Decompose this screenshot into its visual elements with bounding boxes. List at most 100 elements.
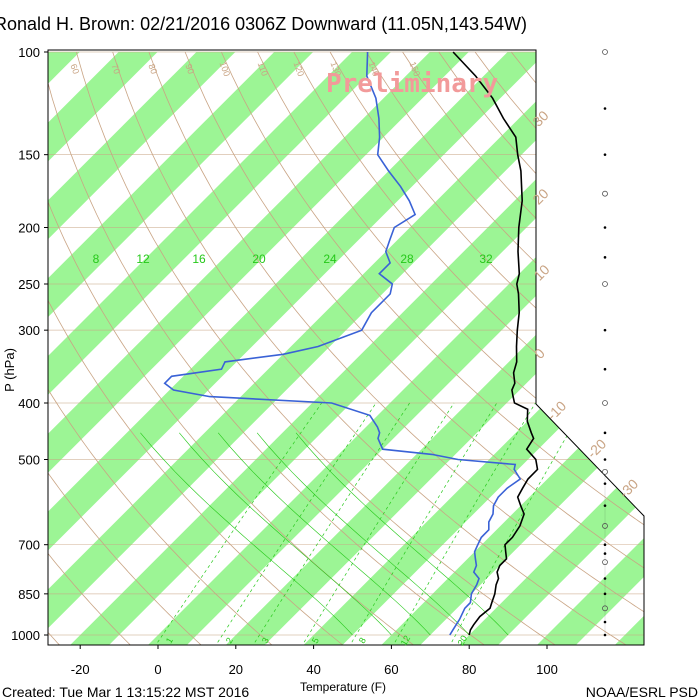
isotherm-band (0, 52, 2, 635)
mixing-ratio-line (348, 402, 498, 645)
dewpoint-series-line (163, 51, 522, 636)
plot-area (0, 51, 700, 647)
wind-marker (603, 458, 607, 461)
isotherm-band (381, 635, 431, 645)
dry-adiabat-label: 60 (68, 63, 81, 76)
mixing-ratio-label: 20 (456, 634, 470, 648)
x-axis-label: Temperature (F) (300, 680, 387, 694)
isotherm-label: 24 (323, 252, 337, 266)
x-tick-label: 100 (536, 662, 558, 677)
mixing-ratio-label: 2 (224, 636, 235, 645)
dry-adiabat (48, 51, 417, 645)
chart-title: Ronald H. Brown: 02/21/2016 0306Z Downwa… (0, 14, 527, 34)
watermark: Preliminary (326, 69, 498, 99)
isotherm-label: 28 (400, 252, 414, 266)
dry-adiabat (221, 51, 644, 645)
y-tick-label: 100 (18, 45, 40, 60)
mixing-ratio-line (214, 402, 377, 645)
isotherm-band (48, 52, 236, 635)
y-tick-label: 500 (18, 452, 40, 467)
mixing-ratio-line (154, 402, 322, 645)
isotherm-band (537, 635, 586, 645)
dry-adiabat (257, 51, 644, 645)
dry-adiabat-label: 100 (218, 60, 233, 78)
isotherm-band (391, 52, 644, 635)
mixing-ratio-line (448, 402, 587, 645)
moist-adiabat (217, 432, 431, 636)
y-axis-label: P (hPa) (2, 348, 17, 392)
isotherm-band (459, 635, 509, 645)
isotherm-label: 12 (136, 252, 150, 266)
wind-marker (603, 552, 607, 555)
mixing-ratio-label: 5 (310, 636, 321, 645)
wind-marker (603, 367, 607, 371)
wind-marker (603, 256, 607, 259)
dry-adiabat-label: 120 (292, 60, 307, 78)
dry-adiabat-label: 130 (329, 60, 344, 78)
wind-calm-marker (602, 49, 608, 55)
y-tick-label: 250 (18, 277, 40, 292)
y-tick-label: 700 (18, 538, 40, 553)
wind-marker (603, 107, 607, 110)
wind-marker (603, 577, 607, 580)
credit-label: NOAA/ESRL PSD (585, 684, 698, 700)
mixing-ratio-label: 12 (399, 634, 413, 648)
isotherm-band (48, 52, 469, 635)
isotherm-label: 32 (479, 252, 493, 266)
isotherm-label: 16 (192, 252, 206, 266)
dry-adiabat-label: 90 (183, 63, 196, 76)
isotherm-band (70, 635, 120, 645)
dry-adiabat (112, 51, 630, 645)
dry-adiabat (48, 51, 275, 645)
isotherm-band (614, 635, 644, 645)
dry-adiabat-label: 140 (367, 60, 382, 78)
isotherm-label: 20 (252, 252, 266, 266)
wind-marker (603, 633, 607, 637)
dry-adiabat (48, 51, 133, 645)
wind-marker (603, 153, 607, 156)
dry-adiabat (148, 51, 644, 645)
dry-adiabat-label: 110 (256, 61, 270, 78)
dry-adiabat-label: 70 (109, 63, 122, 76)
x-tick-label: -20 (71, 662, 90, 677)
dry-adiabat (329, 51, 644, 645)
created-timestamp: Created: Tue Mar 1 13:15:22 MST 2016 (2, 684, 250, 700)
wind-calm-marker (602, 605, 608, 612)
isotherm-band (303, 635, 353, 645)
mixing-ratio-line (300, 402, 455, 645)
dry-adiabat-label: 80 (146, 63, 159, 76)
wind-calm-marker (602, 468, 608, 475)
y-tick-label: 150 (18, 148, 40, 163)
y-tick-label: 1000 (11, 628, 40, 643)
x-tick-label: 0 (154, 662, 161, 677)
wind-marker (603, 482, 607, 485)
wind-marker (603, 592, 607, 596)
temperature-series-line (452, 51, 539, 636)
wind-calm-marker (602, 523, 608, 529)
x-tick-label: 40 (306, 662, 320, 677)
mixing-ratio-label: 1 (164, 636, 175, 645)
wind-marker (603, 226, 607, 229)
dry-adiabat-label: 150 (408, 60, 423, 78)
dry-adiabat (48, 51, 488, 645)
wind-marker (603, 620, 607, 624)
wind-calm-marker (602, 559, 608, 566)
wind-marker (603, 431, 607, 435)
wind-marker (603, 543, 607, 546)
x-tick-label: 60 (384, 662, 398, 677)
dry-adiabat (48, 51, 346, 645)
y-tick-label: 400 (18, 396, 40, 411)
y-tick-label: 850 (18, 587, 40, 602)
dry-adiabat (48, 51, 204, 645)
isotherm-band (48, 52, 314, 635)
wind-marker (603, 504, 607, 507)
wind-calm-marker (602, 281, 608, 287)
isotherm-band (225, 635, 275, 645)
y-tick-label: 300 (18, 323, 40, 338)
wind-calm-marker (602, 190, 608, 197)
dry-adiabat (184, 51, 644, 645)
dry-adiabat (656, 52, 700, 647)
mixing-ratio-line (251, 402, 410, 645)
